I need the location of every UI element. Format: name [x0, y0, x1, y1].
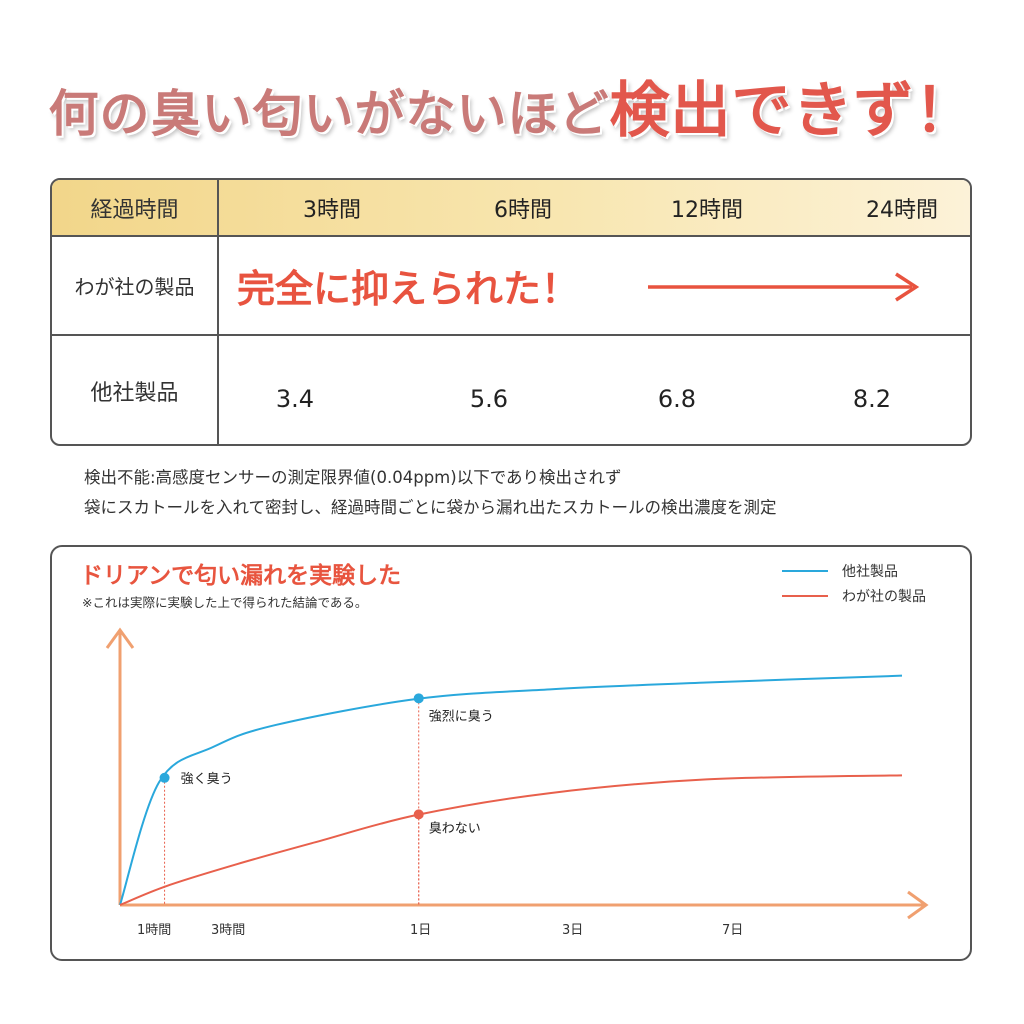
x-tick-7d: 7日 [722, 923, 743, 938]
series-line-others [119, 674, 903, 906]
header-col-3h: 3時間 [303, 197, 361, 223]
headline-part2: 検出できず！ [609, 76, 976, 146]
annotation-point [159, 772, 170, 783]
table-row-ours: わが社の製品 完全に抑えられた！ [52, 237, 970, 336]
legend-label-ours: わが社の製品 [842, 589, 926, 605]
x-tick-3h: 3時間 [211, 923, 245, 938]
x-tick-3d: 3日 [562, 923, 583, 938]
others-value-24h: 8.2 [852, 385, 892, 413]
chart-subtitle: ※これは実際に実験した上で得られた結論である。 [82, 595, 368, 610]
y-axis-arrow-icon [105, 627, 135, 649]
ours-label: わが社の製品 [52, 237, 219, 334]
headline-part1: 何の臭い匂いがないほど [48, 84, 610, 143]
header-col-12h: 12時間 [671, 197, 743, 223]
annotation-strong-odor: 強く臭う [181, 772, 233, 787]
note-detection-limit: 検出不能:高感度センサーの測定限界値(0.04ppm)以下であり検出されず [84, 468, 622, 487]
annotation-no-odor: 臭わない [429, 821, 481, 836]
table-header-row: 経過時間 3時間 6時間 12時間 24時間 [52, 180, 970, 237]
others-value-6h: 5.6 [469, 385, 509, 413]
header-col-6h: 6時間 [494, 197, 552, 223]
chart-title: ドリアンで匂い漏れを実験した [80, 563, 402, 589]
annotation-point [413, 693, 424, 704]
chart-panel [50, 545, 972, 961]
comparison-table: 経過時間 3時間 6時間 12時間 24時間 わが社の製品 完全に抑えられた！ … [50, 178, 972, 446]
annotation-intense-odor: 強烈に臭う [429, 709, 494, 724]
others-label: 他社製品 [52, 336, 219, 444]
table-row-others: 他社製品 3.4 5.6 6.8 8.2 [52, 336, 970, 444]
x-axis-arrow-icon [907, 890, 929, 920]
headline: 何の臭い匂いがないほど検出できず！ [0, 62, 1024, 149]
others-value-12h: 6.8 [657, 385, 697, 413]
header-col-24h: 24時間 [866, 197, 938, 223]
series-line-ours [119, 774, 903, 906]
note-method: 袋にスカトールを入れて密封し、経過時間ごとに袋から漏れ出たスカトールの検出濃度を… [84, 498, 777, 517]
x-tick-1h: 1時間 [137, 923, 171, 938]
legend-label-others: 他社製品 [842, 564, 898, 580]
right-arrow-icon [648, 272, 920, 302]
x-tick-1d: 1日 [410, 923, 431, 938]
ours-result-text: 完全に抑えられた！ [237, 266, 580, 311]
header-label: 経過時間 [52, 180, 219, 235]
annotation-point [413, 809, 424, 820]
others-value-3h: 3.4 [275, 385, 315, 413]
